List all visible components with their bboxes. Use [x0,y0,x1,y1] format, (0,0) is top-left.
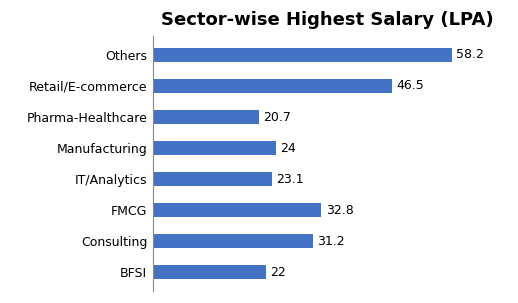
Bar [153,234,313,248]
Bar [153,141,276,155]
Bar [153,79,392,93]
Text: 58.2: 58.2 [456,48,484,62]
Bar [153,203,322,217]
Text: 20.7: 20.7 [263,111,291,124]
Text: 31.2: 31.2 [318,235,345,248]
Text: 32.8: 32.8 [326,204,353,217]
Bar [153,265,266,279]
Text: 23.1: 23.1 [276,173,304,186]
Text: 22: 22 [270,266,286,279]
Text: 24: 24 [280,142,296,155]
Bar [153,172,271,186]
Bar [153,110,259,124]
Text: 46.5: 46.5 [396,79,424,92]
Title: Sector-wise Highest Salary (LPA): Sector-wise Highest Salary (LPA) [161,11,494,29]
Bar [153,48,452,62]
